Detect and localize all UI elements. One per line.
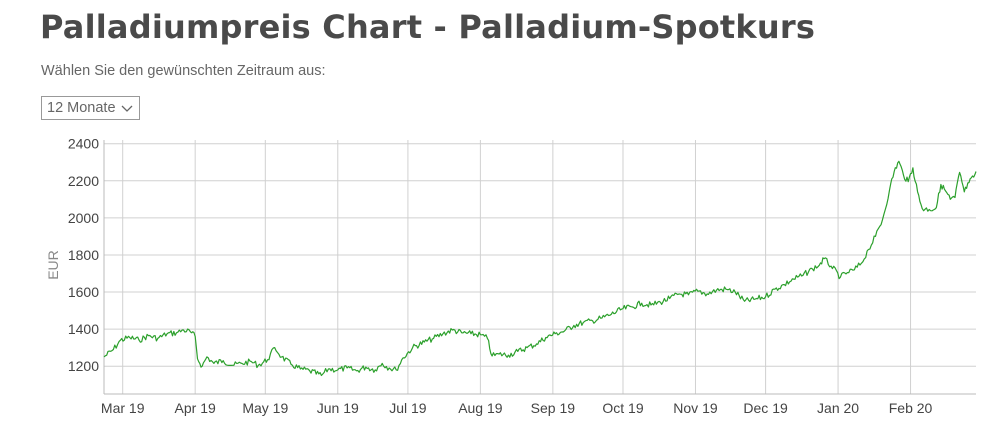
range-select-value: 12 Monate: [47, 100, 116, 116]
y-tick-label: 2000: [68, 210, 99, 226]
x-tick-label: Dec 19: [743, 400, 788, 416]
y-tick-label: 2400: [68, 136, 99, 152]
y-axis-label: EUR: [45, 250, 61, 280]
price-line-series-0: [103, 160, 977, 377]
x-tick-label: Jun 19: [317, 400, 359, 416]
range-select[interactable]: 12 Monate: [41, 96, 140, 120]
x-tick-label: Jan 20: [817, 400, 859, 416]
chevron-down-icon: [121, 105, 132, 112]
x-tick-label: May 19: [242, 400, 288, 416]
x-tick-label: Nov 19: [673, 400, 718, 416]
grid-lines: [104, 140, 976, 394]
x-tick-label: Sep 19: [531, 400, 576, 416]
x-tick-label: Aug 19: [458, 400, 503, 416]
x-tick-label: Mar 19: [101, 400, 145, 416]
y-tick-label: 1200: [68, 358, 99, 374]
x-tick-label: Apr 19: [175, 400, 216, 416]
x-tick-label: Feb 20: [889, 400, 933, 416]
range-label: Wählen Sie den gewünschten Zeitraum aus:: [41, 63, 326, 79]
page-title: Palladiumpreis Chart - Palladium-Spotkur…: [40, 8, 816, 46]
y-tick-label: 1800: [68, 247, 99, 263]
x-tick-label: Jul 19: [389, 400, 427, 416]
y-tick-label: 1400: [68, 321, 99, 337]
y-tick-label: 1600: [68, 284, 99, 300]
x-tick-label: Oct 19: [602, 400, 643, 416]
y-tick-label: 2200: [68, 173, 99, 189]
